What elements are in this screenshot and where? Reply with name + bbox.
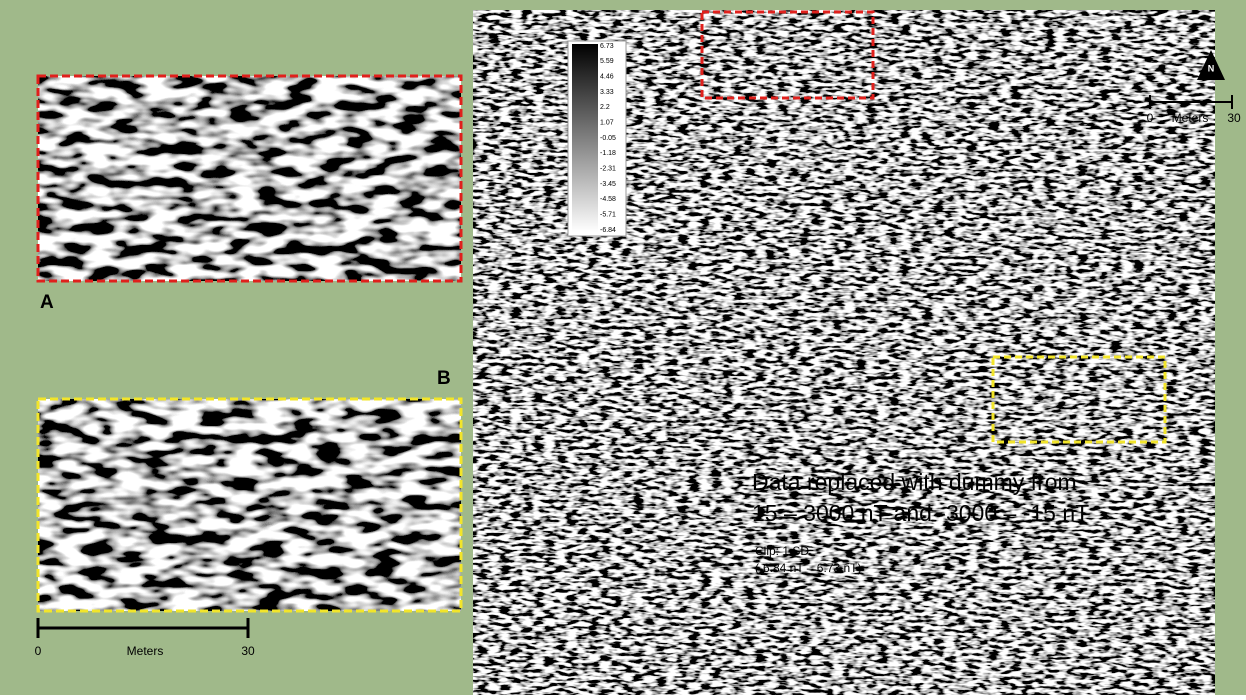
survey-block <box>993 357 1165 442</box>
color-bar-label: -1.18 <box>600 150 616 157</box>
survey-block <box>985 270 1215 357</box>
scale-label: 30 <box>241 644 255 658</box>
inset-b <box>38 399 461 611</box>
survey-block <box>560 614 870 695</box>
color-bar-label: -0.05 <box>600 135 616 142</box>
panel-label: B <box>437 368 451 389</box>
color-bar-label: -5.71 <box>600 212 616 219</box>
color-bar-label: 1.07 <box>600 120 614 127</box>
color-bar-label: 3.33 <box>600 89 614 96</box>
color-ramp <box>572 44 598 232</box>
scale-label: 30 <box>1227 111 1241 125</box>
survey-block <box>560 270 985 442</box>
color-bar-label: 5.59 <box>600 58 614 65</box>
figure: A B 0 Meters 30 6.73 5.59 4.46 3.33 2.2 1.07 -… <box>0 0 1246 695</box>
color-bar-label: -6.84 <box>600 227 616 234</box>
survey-block <box>1163 443 1215 525</box>
note-line: 15 – 3000 nT and -3000 – -15 nT <box>752 500 1089 526</box>
north-label: N <box>1208 63 1215 73</box>
color-bar-label: 2.2 <box>600 104 610 111</box>
color-bar-label: -2.31 <box>600 166 616 173</box>
scale-label: 0 <box>35 644 42 658</box>
color-bar: 6.73 5.59 4.46 3.33 2.2 1.07 -0.05 -1.18 -2.31 -3… <box>568 41 626 236</box>
survey-block <box>473 530 735 616</box>
note-line: Data replaced with dummy from <box>752 469 1077 495</box>
color-bar-label: 6.73 <box>600 43 614 50</box>
panel-label: A <box>40 292 54 313</box>
color-bar-label: 4.46 <box>600 74 614 81</box>
scale-label: Meters <box>127 644 164 658</box>
inset-a <box>38 76 461 281</box>
clip-line: Clip: 1 SD <box>755 544 809 558</box>
scale-label: 0 <box>1147 111 1154 125</box>
survey-block <box>560 440 735 532</box>
scale-label: Meters <box>1172 111 1209 125</box>
color-bar-label: -4.58 <box>600 196 616 203</box>
color-bar-label: -3.45 <box>600 181 616 188</box>
clip-line: (-6.84 nT – 6.73 nT) <box>755 561 862 575</box>
survey-block <box>647 10 908 272</box>
